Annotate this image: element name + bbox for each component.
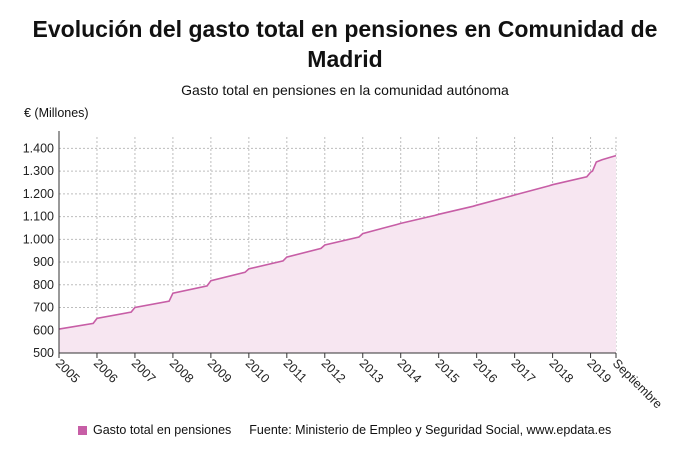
y-tick-label: 800	[33, 278, 54, 292]
y-tick-label: 1.000	[23, 232, 54, 246]
x-tick-label: 2019	[584, 356, 614, 386]
y-tick-label: 700	[33, 301, 54, 315]
legend-swatch	[78, 425, 87, 435]
y-tick-label: 1.100	[23, 210, 54, 224]
x-tick-label: 2008	[167, 356, 197, 386]
source-text: Fuente: Ministerio de Empleo y Seguridad…	[249, 423, 612, 437]
x-tick-label: 2017	[509, 356, 539, 386]
x-tick-label: 2007	[129, 356, 159, 386]
legend-label: Gasto total en pensiones	[93, 423, 232, 437]
x-tick-label: 2012	[319, 356, 349, 386]
y-tick-label: 900	[33, 255, 54, 269]
y-tick-label: 1.400	[23, 141, 54, 155]
y-tick-label: 1.300	[23, 164, 54, 178]
y-axis-unit: € (Millones)	[24, 106, 89, 120]
y-tick-label: 1.200	[23, 187, 54, 201]
x-tick-label: 2009	[205, 356, 235, 386]
x-tick-label: 2014	[395, 356, 425, 386]
y-axis: 500 600 700 800 900 1.000 1.100 1.200 1.300 1.400	[23, 131, 60, 360]
legend: Gasto total en pensiones Fuente: Ministe…	[78, 423, 611, 437]
series-area	[59, 155, 616, 353]
x-tick-label: 2016	[471, 356, 501, 386]
x-tick-label: Septiembre	[610, 356, 665, 411]
x-tick-label: 2011	[281, 356, 310, 385]
chart-title: Evolución del gasto total en pensiones e…	[32, 16, 658, 72]
x-axis: 2005 2006 2007 2008 2009 2010 2011 2012 2013 2014…	[53, 352, 665, 411]
x-tick-label: 2013	[357, 356, 387, 386]
x-tick-label: 2018	[546, 356, 576, 386]
x-tick-label: 2005	[53, 356, 83, 386]
x-tick-label: 2006	[91, 356, 121, 386]
series-line	[58, 154, 617, 330]
y-tick-label: 600	[33, 323, 54, 337]
y-tick-label: 500	[33, 346, 54, 360]
chart-subtitle: Gasto total en pensiones en la comunidad…	[181, 82, 509, 98]
area-layer	[58, 154, 617, 353]
x-tick-label: 2010	[243, 356, 273, 386]
x-tick-label: 2015	[433, 356, 463, 386]
